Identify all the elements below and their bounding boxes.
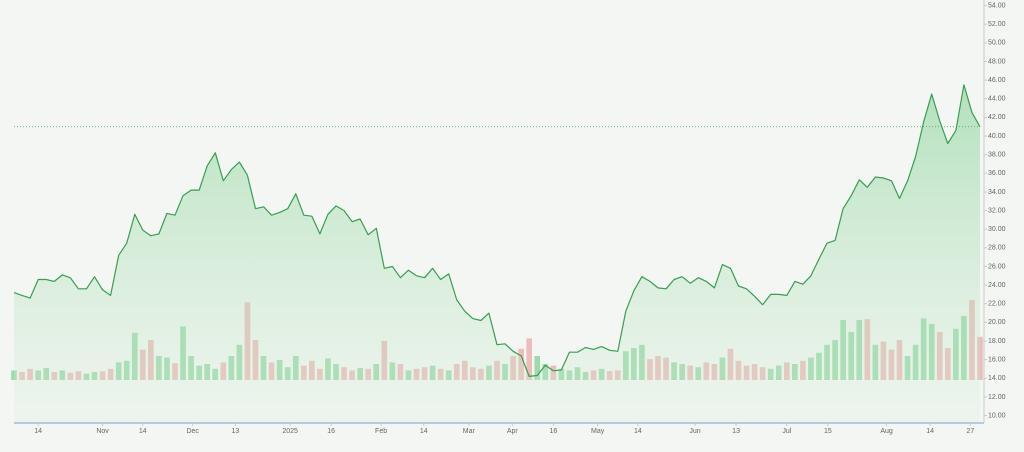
y-tick-label: 46.00 xyxy=(988,77,1006,84)
x-tick-label: Apr xyxy=(507,428,519,435)
x-tick-label: 14 xyxy=(926,428,934,435)
area-layer xyxy=(13,84,981,424)
x-tick-label: Dec xyxy=(186,428,199,435)
price-line xyxy=(13,84,981,377)
y-tick-label: 16.00 xyxy=(988,356,1006,363)
y-tick-label: 54.00 xyxy=(988,2,1006,9)
y-tick-label: 34.00 xyxy=(988,189,1006,196)
x-tick-label: 2025 xyxy=(282,428,298,435)
x-tick-label: 14 xyxy=(420,428,428,435)
price-area xyxy=(14,84,980,424)
x-tick-label: 15 xyxy=(824,428,832,435)
y-tick-label: 28.00 xyxy=(988,245,1006,252)
x-tick-label: 13 xyxy=(732,428,740,435)
y-tick-label: 24.00 xyxy=(988,282,1006,289)
x-tick-label: 13 xyxy=(231,428,239,435)
y-tick-label: 42.00 xyxy=(988,114,1006,121)
x-tick-label: 14 xyxy=(34,428,42,435)
y-tick-label: 32.00 xyxy=(988,207,1006,214)
axes-layer: 10.00 12.00 14.00 16.00 18.00 20.00 22.00 24.00… xyxy=(14,0,1006,435)
y-tick-label: 10.00 xyxy=(988,412,1006,419)
x-tick-label: 14 xyxy=(634,428,642,435)
x-tick-label: Aug xyxy=(880,428,893,435)
x-tick-label: 14 xyxy=(139,428,147,435)
y-tick-label: 52.00 xyxy=(988,21,1006,28)
x-tick-label: Nov xyxy=(96,428,109,435)
volume-bar xyxy=(526,338,533,380)
y-tick-label: 14.00 xyxy=(988,375,1006,382)
y-tick-label: 40.00 xyxy=(988,133,1006,140)
y-tick-label: 50.00 xyxy=(988,40,1006,47)
y-tick-label: 20.00 xyxy=(988,319,1006,326)
x-tick-label: Feb xyxy=(375,428,387,435)
y-tick-label: 30.00 xyxy=(988,226,1006,233)
y-tick-label: 48.00 xyxy=(988,58,1006,65)
volume-bar xyxy=(534,356,541,380)
x-tick-label: 16 xyxy=(327,428,335,435)
y-tick-label: 38.00 xyxy=(988,152,1006,159)
x-tick-label: 16 xyxy=(549,428,557,435)
y-tick-label: 22.00 xyxy=(988,301,1006,308)
x-tick-label: Mar xyxy=(463,428,476,435)
x-tick-label: 27 xyxy=(966,428,974,435)
y-tick-label: 36.00 xyxy=(988,170,1006,177)
y-tick-label: 44.00 xyxy=(988,96,1006,103)
x-tick-label: Jun xyxy=(689,428,700,435)
y-tick-label: 26.00 xyxy=(988,263,1006,270)
x-tick-label: May xyxy=(591,428,605,435)
y-tick-label: 12.00 xyxy=(988,394,1006,401)
y-tick-label: 18.00 xyxy=(988,338,1006,345)
x-tick-label: Jul xyxy=(782,428,791,435)
